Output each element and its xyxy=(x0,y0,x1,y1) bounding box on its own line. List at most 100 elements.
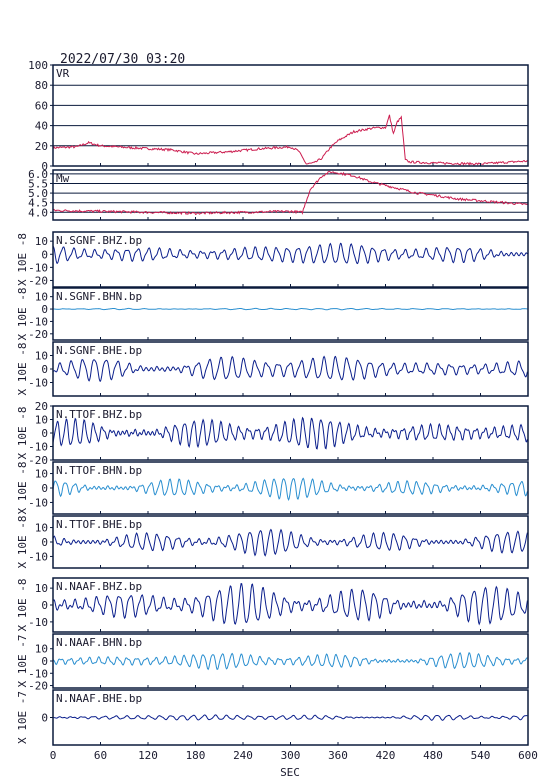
panel-label: N.TTOF.BHN.bp xyxy=(56,464,142,477)
unit-label: X 10E -8 xyxy=(16,462,29,515)
y-tick-label: 5.5 xyxy=(28,177,48,190)
panel-label: N.SGNF.BHZ.bp xyxy=(56,234,142,247)
y-tick-label: 5.0 xyxy=(28,187,48,200)
x-tick-label: 60 xyxy=(94,749,107,762)
y-tick-label: 40 xyxy=(35,120,48,133)
panel-7: 100-10 N.TTOF.BHN.bp X 10E -8 xyxy=(16,461,529,515)
y-tick-label: -20 xyxy=(28,680,48,693)
panel-label: Mw xyxy=(56,172,70,185)
unit-label: X 10E -8 xyxy=(16,579,29,632)
y-tick-label: -20 xyxy=(28,328,48,341)
panel-label: N.SGNF.BHE.bp xyxy=(56,344,142,357)
y-tick-label: -10 xyxy=(28,261,48,274)
unit-label: X 10E -8 xyxy=(16,343,29,396)
panel-label: VR xyxy=(56,67,70,80)
y-tick-label: -10 xyxy=(28,616,48,629)
y-tick-label: 0 xyxy=(41,482,48,495)
x-tick-label: 120 xyxy=(138,749,158,762)
x-tick-label: 360 xyxy=(328,749,348,762)
figure-title: 2022/07/30 03:20 xyxy=(60,52,185,67)
y-tick-label: -20 xyxy=(28,454,48,467)
panel-9: 10 0 -10 N.NAAF.BHZ.bp X 10E -8 xyxy=(16,577,529,633)
series-line xyxy=(52,583,528,626)
panel-4: 100-10-20 N.SGNF.BHN.bp X 10E -8 xyxy=(16,287,529,341)
panel-label: N.TTOF.BHE.bp xyxy=(56,518,142,531)
x-tick-label: 180 xyxy=(186,749,206,762)
unit-label: X 10E -8 xyxy=(16,288,29,341)
series-line xyxy=(52,114,529,166)
series-line xyxy=(52,416,528,450)
y-tick-label: 0 xyxy=(41,363,48,376)
series-line xyxy=(52,170,529,216)
x-tick-label: 480 xyxy=(423,749,443,762)
y-tick-label: 6.0 xyxy=(28,168,48,181)
panel-10: 100-10-20 N.NAAF.BHN.bp X 10E -7 xyxy=(16,633,529,693)
y-tick-label: 10 xyxy=(35,414,48,427)
series-line xyxy=(53,307,528,311)
y-tick-label: 0 xyxy=(41,427,48,440)
series-line xyxy=(52,652,528,671)
panel-3: 100-10-20 N.SGNF.BHZ.bp X 10E -8 xyxy=(16,231,529,288)
y-tick-label: -10 xyxy=(28,550,48,563)
y-tick-label: 0 xyxy=(41,655,48,668)
y-tick-label: -10 xyxy=(28,441,48,454)
y-tick-label: 10 xyxy=(35,235,48,248)
unit-label: X 10E -7 xyxy=(16,691,29,744)
y-tick-label: -10 xyxy=(28,667,48,680)
y-tick-label: 0 xyxy=(41,536,48,549)
x-tick-label: 0 xyxy=(50,749,57,762)
y-tick-label: 0 xyxy=(41,248,48,261)
panel-1: 0 20 40 60 80 100 VR xyxy=(28,59,529,173)
panel-label: N.NAAF.BHE.bp xyxy=(56,692,142,705)
panel-frame xyxy=(52,64,529,167)
x-tick-label: 540 xyxy=(471,749,491,762)
unit-label: X 10E -7 xyxy=(16,635,29,688)
y-tick-label: 20 xyxy=(35,140,48,153)
unit-label: X 10E -8 xyxy=(16,516,29,569)
panel-label: N.NAAF.BHN.bp xyxy=(56,636,142,649)
y-tick-label: 0 xyxy=(41,160,48,173)
series-line xyxy=(52,714,528,721)
y-tick-label: -10 xyxy=(28,496,48,509)
y-tick-label: 60 xyxy=(35,99,48,112)
y-tick-label: -20 xyxy=(28,274,48,287)
y-tick-label: 4.0 xyxy=(28,206,48,219)
series-line xyxy=(52,477,528,502)
y-tick-label: 0 xyxy=(41,712,48,725)
x-axis-label: SEC xyxy=(280,766,300,779)
y-tick-label: 80 xyxy=(35,79,48,92)
y-tick-label: -10 xyxy=(28,315,48,328)
y-tick-label: 10 xyxy=(35,582,48,595)
panel-11: 0 N.NAAF.BHE.bp X 10E -7 xyxy=(16,689,529,746)
y-tick-label: 0 xyxy=(41,599,48,612)
panel-5: 100-10 N.SGNF.BHE.bp X 10E -8 xyxy=(16,341,529,397)
unit-label: X 10E -8 xyxy=(16,233,29,286)
y-tick-label: 10 xyxy=(35,522,48,535)
panel-label: N.SGNF.BHN.bp xyxy=(56,290,142,303)
panel-label: N.TTOF.BHZ.bp xyxy=(56,408,142,421)
y-tick-label: 10 xyxy=(35,643,48,656)
series-line xyxy=(52,242,528,265)
y-tick-label: 20 xyxy=(35,400,48,413)
y-tick-label: -10 xyxy=(28,377,48,390)
y-tick-label: 10 xyxy=(35,291,48,304)
panel-8: 100-10 N.TTOF.BHE.bp X 10E -8 xyxy=(16,515,529,569)
y-tick-label: 10 xyxy=(35,350,48,363)
x-tick-label: 300 xyxy=(281,749,301,762)
series-line xyxy=(52,528,528,557)
x-tick-label: 420 xyxy=(376,749,396,762)
y-tick-label: 4.5 xyxy=(28,197,48,210)
panel-2: 4.04.55.05.56.0 Mw xyxy=(28,168,529,221)
panel-label: N.NAAF.BHZ.bp xyxy=(56,580,142,593)
y-tick-label: 0 xyxy=(41,303,48,316)
x-axis: 0 60 120 180 240 300 360 420 480 540 600 xyxy=(50,749,538,762)
y-tick-label: 10 xyxy=(35,468,48,481)
series-line xyxy=(52,355,528,382)
y-tick-label: 100 xyxy=(28,59,48,72)
x-tick-label: 240 xyxy=(233,749,253,762)
unit-label: X 10E -8 xyxy=(16,407,29,460)
x-tick-label: 600 xyxy=(518,749,538,762)
